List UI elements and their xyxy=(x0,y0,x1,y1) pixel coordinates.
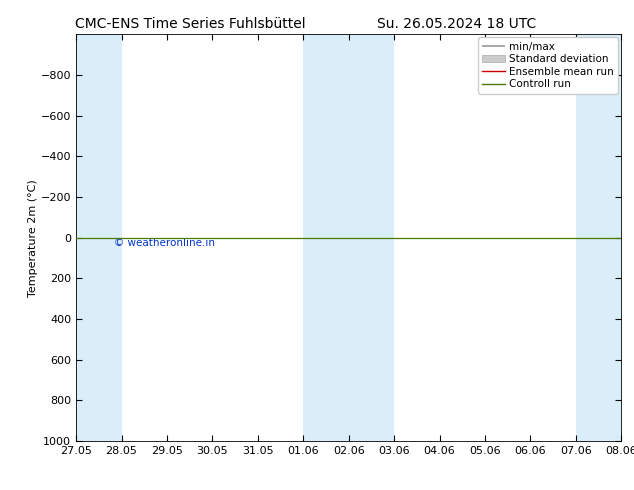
Bar xyxy=(76,34,122,441)
Legend: min/max, Standard deviation, Ensemble mean run, Controll run: min/max, Standard deviation, Ensemble me… xyxy=(478,37,618,94)
Text: © weatheronline.in: © weatheronline.in xyxy=(114,239,216,248)
Text: CMC-ENS Time Series Fuhlsbüttel: CMC-ENS Time Series Fuhlsbüttel xyxy=(75,17,306,31)
Y-axis label: Temperature 2m (°C): Temperature 2m (°C) xyxy=(28,179,38,296)
Bar xyxy=(303,34,394,441)
Text: Su. 26.05.2024 18 UTC: Su. 26.05.2024 18 UTC xyxy=(377,17,536,31)
Bar xyxy=(576,34,621,441)
